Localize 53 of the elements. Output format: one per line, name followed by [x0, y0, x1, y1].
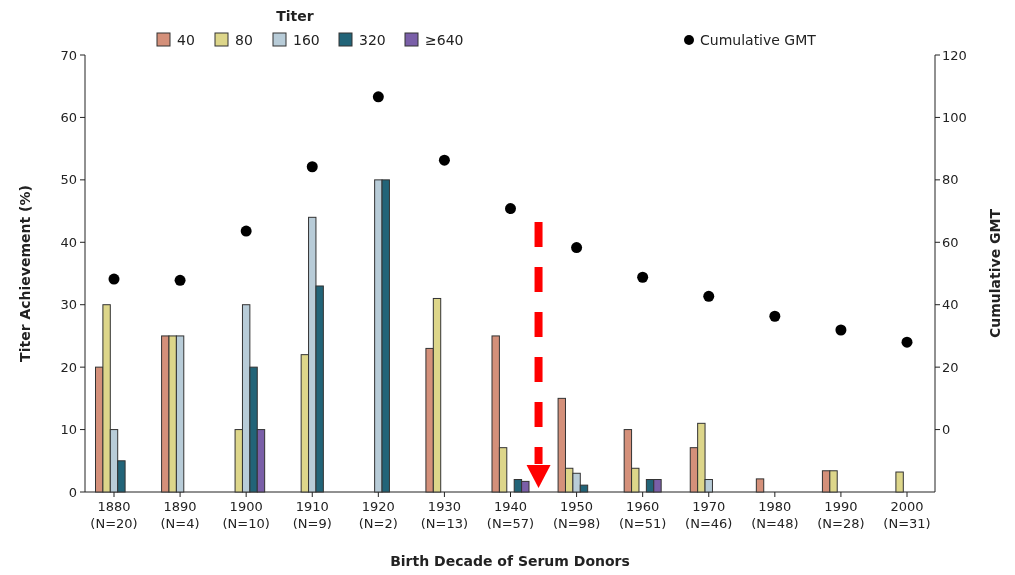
legend-label: ≥640 [425, 31, 464, 48]
point [372, 91, 384, 103]
point [637, 271, 649, 283]
x-axis-title: Birth Decade of Serum Donors [390, 553, 630, 569]
y-tick-label: 0 [68, 484, 77, 500]
point [769, 310, 781, 322]
y2-tick-label: 0 [942, 422, 951, 438]
legend-label: 320 [359, 31, 386, 48]
legend-label: 80 [235, 31, 253, 48]
x-tick-label: 1970 (N=46) [685, 499, 733, 531]
bar [895, 471, 904, 493]
y2-tick-label: 120 [942, 47, 967, 63]
bar [755, 478, 765, 493]
y2-tick-label: 60 [942, 234, 959, 250]
y-tick-label: 50 [60, 172, 77, 188]
x-tick-label: 1960 (N=51) [619, 499, 667, 531]
legend-label: Cumulative GMT [700, 31, 817, 48]
y2-tick-label: 40 [942, 297, 959, 313]
point [108, 273, 120, 285]
x-tick-label: 1890 (N=4) [160, 499, 200, 531]
point [505, 203, 516, 215]
point [240, 225, 252, 237]
legend-label: 160 [293, 31, 320, 48]
x-tick-label: 1910 (N=9) [292, 499, 332, 531]
point [901, 336, 913, 348]
y-tick-label: 20 [60, 359, 77, 375]
x-tick-label: 1990 (N=28) [817, 499, 865, 531]
y2-tick-label: 20 [942, 359, 959, 375]
point [571, 242, 583, 254]
x-tick-label: 1900 (N=10) [222, 499, 270, 531]
y2-tick-label: 100 [942, 109, 967, 125]
x-tick-label: 1950 (N=98) [552, 499, 601, 531]
y-tick-label: 30 [60, 297, 77, 313]
y-axis-title: Titer Achievement (%) [17, 185, 33, 362]
x-tick-label: 1940 (N=57) [486, 499, 535, 531]
point [306, 161, 318, 173]
x-tick-label: 2000 (N=31) [883, 499, 931, 531]
x-tick-label: 1880 (N=20) [90, 499, 138, 531]
y-tick-label: 40 [60, 234, 77, 250]
point [174, 274, 186, 286]
y2-axis-title: Cumulative GMT [987, 208, 1003, 339]
x-tick-label: 1920 (N=2) [358, 499, 398, 531]
y-tick-label: 70 [60, 47, 77, 63]
x-tick-label: 1980 (N=48) [751, 499, 799, 531]
y-tick-label: 10 [60, 422, 77, 438]
y-tick-label: 60 [60, 109, 77, 125]
legend-title: Titer [276, 7, 314, 24]
x-tick-label: 1930 (N=13) [420, 499, 469, 531]
point [835, 324, 847, 336]
point [703, 290, 715, 302]
y2-tick-label: 80 [942, 172, 959, 188]
legend-label: 40 [177, 31, 195, 48]
point [438, 154, 450, 166]
